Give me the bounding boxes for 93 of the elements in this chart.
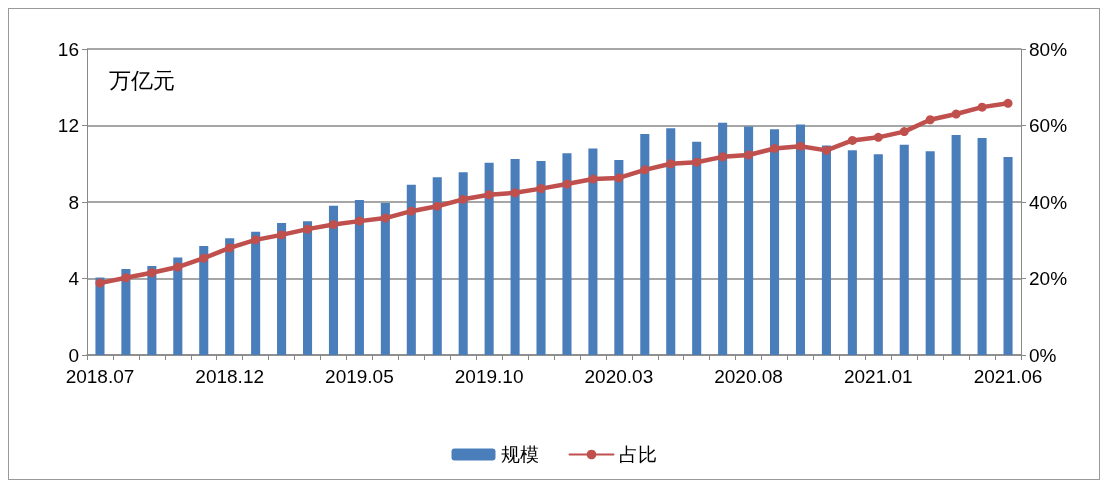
bar — [588, 148, 598, 355]
point — [484, 190, 494, 200]
y2-tick-label: 80% — [1029, 38, 1068, 60]
bar — [328, 205, 339, 355]
bar — [666, 128, 676, 355]
bar — [899, 144, 909, 355]
bar — [692, 141, 702, 355]
bar — [562, 153, 572, 355]
point — [199, 253, 209, 263]
x-tick-label: 2020.03 — [584, 366, 654, 387]
point — [225, 243, 235, 253]
bar — [432, 177, 442, 355]
y-tick-label: 0 — [68, 344, 79, 366]
bar — [121, 268, 131, 355]
bar — [769, 129, 780, 355]
x-tick-label: 2019.05 — [325, 366, 394, 387]
bar — [718, 122, 728, 355]
bar — [95, 277, 105, 355]
point — [173, 262, 183, 272]
point — [614, 173, 624, 183]
point — [899, 127, 909, 137]
legend-label: 占比 — [618, 444, 657, 465]
bar — [977, 137, 987, 355]
point — [303, 224, 313, 234]
point — [718, 152, 728, 162]
point — [588, 174, 598, 184]
point — [692, 157, 702, 167]
point — [380, 213, 390, 223]
bar — [640, 134, 650, 355]
point — [354, 216, 364, 226]
point — [873, 132, 883, 142]
point — [121, 273, 131, 283]
bar — [821, 145, 831, 355]
point — [147, 268, 157, 278]
bar — [354, 200, 364, 355]
bar — [847, 150, 857, 355]
bar — [199, 245, 209, 355]
point — [328, 220, 338, 230]
bar — [951, 135, 961, 355]
bar — [251, 231, 261, 355]
point — [458, 194, 468, 204]
bar — [795, 124, 806, 355]
y2-tick-label: 0% — [1029, 344, 1057, 366]
x-tick-label: 2019.10 — [454, 366, 524, 387]
x-tick-label: 2021.01 — [843, 366, 913, 387]
bar — [147, 266, 157, 355]
bar — [406, 184, 416, 355]
bar — [1003, 157, 1013, 355]
bar — [225, 238, 235, 355]
point — [666, 159, 676, 169]
y2-tick-label: 20% — [1029, 268, 1068, 289]
point — [951, 109, 961, 119]
bar — [380, 202, 390, 355]
legend-label: 规模 — [500, 444, 539, 465]
y2-tick-label: 40% — [1029, 191, 1068, 213]
bar — [484, 162, 494, 355]
y-tick-label: 12 — [57, 115, 79, 136]
bar — [536, 160, 546, 355]
bar — [873, 154, 883, 355]
point — [406, 206, 416, 216]
point — [795, 141, 805, 151]
point — [510, 188, 520, 198]
point — [1003, 98, 1013, 108]
bar — [744, 126, 754, 355]
point — [821, 145, 831, 155]
point — [744, 150, 754, 160]
point — [847, 135, 857, 145]
x-tick-label: 2020.08 — [714, 366, 783, 387]
x-tick-label: 2021.06 — [973, 366, 1043, 387]
x-tick-label: 2018.07 — [65, 366, 135, 387]
point — [562, 179, 572, 189]
bar — [173, 257, 183, 355]
point — [251, 235, 261, 245]
point — [277, 230, 287, 240]
point — [95, 278, 105, 288]
point — [925, 115, 935, 125]
x-tick-label: 2018.12 — [195, 366, 265, 387]
bar — [277, 223, 287, 355]
y-tick-label: 16 — [57, 38, 79, 60]
y-axis-title: 万亿元 — [109, 67, 175, 93]
point — [432, 201, 442, 211]
y2-tick-label: 60% — [1029, 115, 1068, 136]
y-tick-label: 8 — [68, 191, 79, 213]
bar — [302, 221, 313, 355]
bar — [510, 158, 520, 355]
point — [770, 143, 780, 153]
bar — [458, 172, 468, 355]
point — [640, 165, 650, 175]
y-tick-label: 4 — [68, 268, 80, 289]
bar — [925, 151, 935, 355]
point — [977, 102, 987, 112]
bar — [614, 159, 624, 355]
point — [536, 184, 546, 194]
